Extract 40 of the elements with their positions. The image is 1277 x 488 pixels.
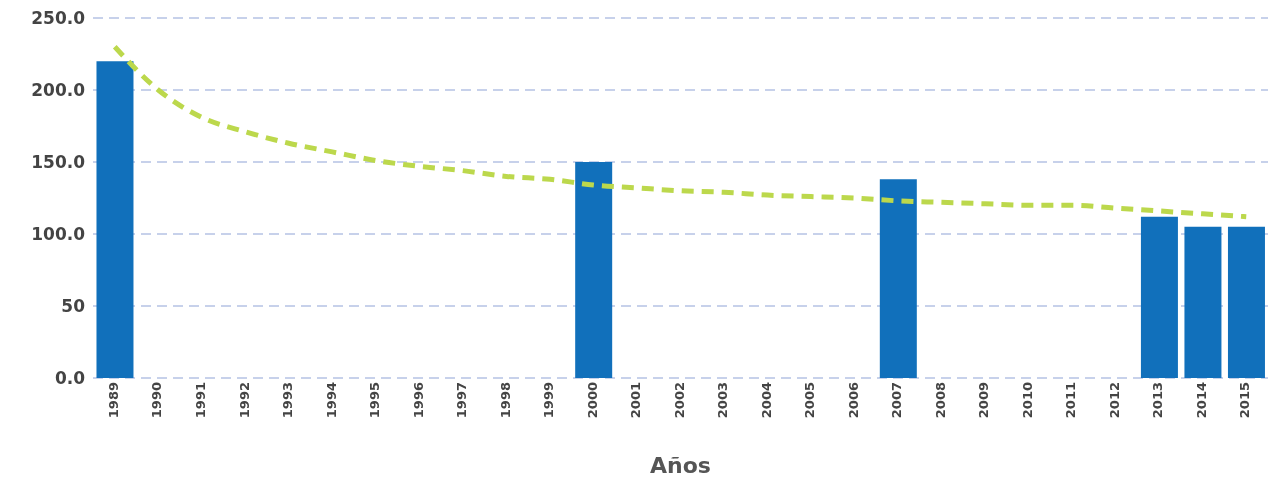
y-tick-label: 250.0 (31, 8, 86, 29)
x-tick-label: 2003 (715, 382, 731, 419)
x-tick-label: 2013 (1150, 382, 1166, 419)
x-tick-label: 1997 (454, 382, 470, 419)
x-tick-label: 1998 (497, 382, 513, 419)
x-axis-title: Años (650, 453, 711, 478)
y-tick-label: 0.0 (54, 368, 86, 389)
x-tick-label: 2002 (671, 382, 687, 419)
x-tick-label: 2001 (628, 382, 644, 419)
x-tick-label: 1992 (236, 382, 252, 419)
y-tick-label: 50 (61, 296, 86, 317)
x-tick-label: 2004 (758, 382, 774, 419)
x-tick-label: 1996 (410, 382, 426, 419)
x-tick-label: 1993 (280, 382, 296, 419)
x-tick-label: 2009 (976, 382, 992, 419)
x-tick-label: 1991 (193, 382, 209, 419)
x-tick-label: 1994 (323, 382, 339, 419)
bar (1140, 216, 1178, 378)
x-tick-label: 2010 (1019, 382, 1035, 419)
y-tick-label: 200.0 (31, 80, 86, 101)
x-tick-label: 1995 (367, 382, 383, 419)
x-tick-label: 2014 (1193, 382, 1209, 419)
x-tick-label: 1990 (149, 382, 165, 419)
x-tick-label: 2005 (802, 382, 818, 419)
bar (575, 162, 613, 378)
x-tick-label: 1999 (541, 382, 557, 419)
x-tick-label: 1989 (105, 382, 121, 419)
x-tick-label: 2011 (1063, 382, 1079, 419)
y-tick-label: 150.0 (31, 152, 86, 173)
bar (1227, 226, 1265, 378)
bar (1184, 226, 1222, 378)
bar (879, 179, 917, 378)
y-tick-label: 100.0 (31, 224, 86, 245)
x-tick-label: 2007 (889, 382, 905, 419)
x-tick-label: 2015 (1237, 382, 1253, 419)
x-tick-label: 2006 (845, 382, 861, 419)
bar (96, 61, 134, 378)
x-tick-label: 2012 (1106, 382, 1122, 419)
x-tick-label: 2008 (932, 382, 948, 419)
x-tick-label: 2000 (584, 382, 600, 419)
